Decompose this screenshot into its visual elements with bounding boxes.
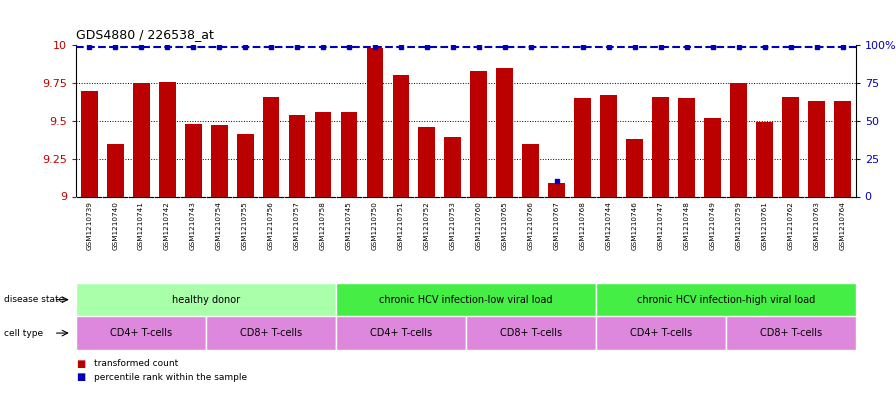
Bar [626, 139, 643, 196]
Text: GSM1210764: GSM1210764 [840, 201, 846, 250]
Bar [314, 112, 332, 196]
Bar [704, 118, 721, 196]
Text: CD8+ T-cells: CD8+ T-cells [500, 328, 562, 338]
Text: GSM1210741: GSM1210741 [138, 201, 144, 250]
Text: CD4+ T-cells: CD4+ T-cells [110, 328, 172, 338]
Bar [782, 97, 799, 196]
Text: healthy donor: healthy donor [172, 295, 240, 305]
Text: transformed count: transformed count [94, 359, 178, 368]
Text: GSM1210744: GSM1210744 [606, 201, 612, 250]
Text: GSM1210759: GSM1210759 [736, 201, 742, 250]
Text: chronic HCV infection-high viral load: chronic HCV infection-high viral load [637, 295, 814, 305]
Bar [522, 143, 539, 196]
Bar [336, 283, 596, 316]
Bar [756, 122, 773, 196]
Bar [263, 97, 280, 196]
Bar [548, 183, 565, 196]
Text: GSM1210756: GSM1210756 [268, 201, 274, 250]
Text: GSM1210746: GSM1210746 [632, 201, 638, 250]
Bar [808, 101, 825, 196]
Text: GSM1210748: GSM1210748 [684, 201, 690, 250]
Text: GSM1210747: GSM1210747 [658, 201, 664, 250]
Bar [237, 134, 254, 196]
Text: chronic HCV infection-low viral load: chronic HCV infection-low viral load [379, 295, 553, 305]
Text: GSM1210763: GSM1210763 [814, 201, 820, 250]
Bar [574, 98, 591, 196]
Text: GSM1210743: GSM1210743 [190, 201, 196, 250]
Bar [730, 83, 747, 196]
Text: GSM1210757: GSM1210757 [294, 201, 300, 250]
Bar [726, 316, 856, 350]
Text: GSM1210766: GSM1210766 [528, 201, 534, 250]
Bar [444, 138, 461, 196]
Bar [596, 316, 726, 350]
Text: GSM1210751: GSM1210751 [398, 201, 404, 250]
Text: GSM1210753: GSM1210753 [450, 201, 456, 250]
Bar [366, 48, 383, 196]
Text: GSM1210745: GSM1210745 [346, 201, 352, 250]
Text: CD8+ T-cells: CD8+ T-cells [240, 328, 302, 338]
Bar [336, 316, 466, 350]
Bar [340, 112, 358, 196]
Text: GSM1210760: GSM1210760 [476, 201, 482, 250]
Bar [652, 97, 669, 196]
Bar [466, 316, 596, 350]
Bar [159, 81, 176, 196]
Text: GSM1210765: GSM1210765 [502, 201, 508, 250]
Text: ■: ■ [76, 358, 85, 369]
Text: GSM1210739: GSM1210739 [86, 201, 92, 250]
Bar [470, 71, 487, 196]
Bar [600, 95, 617, 196]
Bar [185, 124, 202, 196]
Bar [834, 101, 851, 196]
Bar [596, 283, 856, 316]
Text: GSM1210755: GSM1210755 [242, 201, 248, 250]
Text: GSM1210752: GSM1210752 [424, 201, 430, 250]
Text: disease state: disease state [4, 295, 65, 304]
Bar [289, 115, 306, 196]
Text: GSM1210768: GSM1210768 [580, 201, 586, 250]
Bar [392, 75, 409, 196]
Text: GDS4880 / 226538_at: GDS4880 / 226538_at [76, 28, 214, 41]
Bar [107, 143, 124, 196]
Text: CD8+ T-cells: CD8+ T-cells [760, 328, 822, 338]
Bar [211, 125, 228, 196]
Text: percentile rank within the sample: percentile rank within the sample [94, 373, 247, 382]
Text: GSM1210761: GSM1210761 [762, 201, 768, 250]
Bar [81, 91, 98, 196]
Text: CD4+ T-cells: CD4+ T-cells [630, 328, 692, 338]
Bar [206, 316, 336, 350]
Text: CD4+ T-cells: CD4+ T-cells [370, 328, 432, 338]
Text: GSM1210762: GSM1210762 [788, 201, 794, 250]
Text: GSM1210749: GSM1210749 [710, 201, 716, 250]
Text: GSM1210767: GSM1210767 [554, 201, 560, 250]
Bar [678, 98, 695, 196]
Bar [418, 127, 435, 196]
Text: GSM1210758: GSM1210758 [320, 201, 326, 250]
Bar [76, 283, 336, 316]
Bar [496, 68, 513, 196]
Bar [76, 316, 206, 350]
Bar [133, 83, 150, 196]
Text: GSM1210740: GSM1210740 [112, 201, 118, 250]
Text: GSM1210742: GSM1210742 [164, 201, 170, 250]
Text: GSM1210750: GSM1210750 [372, 201, 378, 250]
Text: ■: ■ [76, 372, 85, 382]
Text: GSM1210754: GSM1210754 [216, 201, 222, 250]
Text: cell type: cell type [4, 329, 44, 338]
